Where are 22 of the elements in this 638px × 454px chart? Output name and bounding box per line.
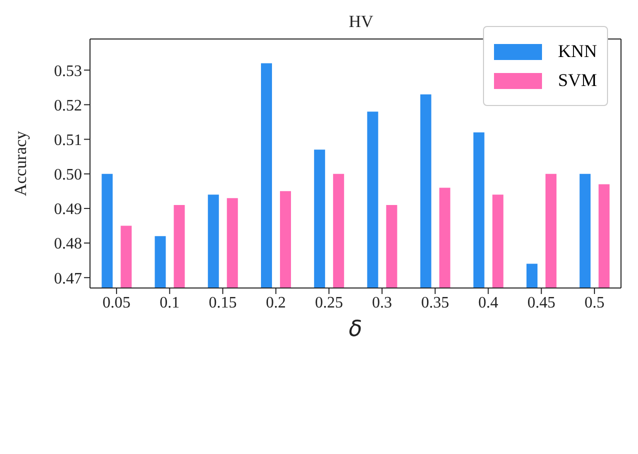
- x-axis-title: δ: [348, 317, 362, 342]
- legend-label: KNN: [558, 41, 597, 62]
- legend-label: SVM: [558, 70, 597, 91]
- x-tick-label: 0.25: [314, 294, 343, 312]
- y-tick-label: 0.48: [54, 236, 82, 253]
- y-tick-label: 0.50: [54, 166, 82, 184]
- y-tick-label: 0.51: [54, 132, 82, 149]
- x-tick-label: 0.1: [160, 294, 180, 312]
- x-tick-label: 0.05: [102, 294, 131, 312]
- y-axis-title: Accuracy: [11, 130, 30, 196]
- x-tick-label: 0.2: [266, 294, 286, 312]
- chart-title: HV: [348, 12, 374, 32]
- x-tick-label: 0.45: [527, 294, 556, 312]
- x-tick-label: 0.3: [372, 294, 392, 312]
- x-tick-label: 0.15: [208, 294, 237, 312]
- y-tick-label: 0.47: [54, 270, 82, 288]
- x-tick-label: 0.4: [478, 294, 498, 312]
- y-tick-label: 0.49: [54, 201, 82, 218]
- x-tick-label: 0.35: [421, 294, 450, 312]
- y-tick-label: 0.53: [54, 62, 82, 80]
- y-tick-label: 0.52: [54, 97, 82, 114]
- x-tick-label: 0.5: [584, 294, 604, 312]
